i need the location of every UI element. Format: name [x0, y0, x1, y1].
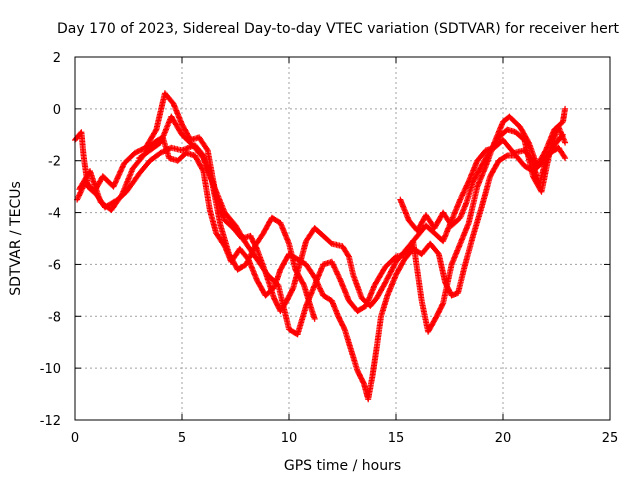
- data-point-track: [74, 90, 566, 315]
- x-tick-label: 25: [602, 431, 619, 446]
- y-tick-label: 0: [53, 103, 61, 118]
- y-tick-label: -10: [40, 362, 61, 377]
- axis-ticks: 0 5 10 15 20 25 -12 -10 -8 -6 -4 -2 0 2: [40, 51, 619, 446]
- grid: [75, 57, 610, 420]
- y-tick-label: 2: [53, 51, 61, 66]
- x-tick-label: 15: [388, 431, 405, 446]
- x-tick-label: 0: [71, 431, 79, 446]
- plot-frame: [74, 56, 611, 421]
- x-tick-label: 5: [178, 431, 186, 446]
- sdtvar-series: [72, 90, 569, 403]
- y-tick-label: -8: [48, 310, 61, 325]
- y-tick-label: -2: [48, 155, 61, 170]
- x-axis-title: GPS time / hours: [284, 458, 401, 474]
- x-tick-label: 20: [495, 431, 512, 446]
- data-point-track: [397, 124, 569, 234]
- x-tick-label: 10: [281, 431, 298, 446]
- data-point-track: [136, 105, 569, 338]
- y-tick-label: -12: [40, 414, 61, 429]
- chart-title: Day 170 of 2023, Sidereal Day-to-day VTE…: [57, 21, 619, 37]
- y-tick-label: -6: [48, 258, 61, 273]
- y-tick-label: -4: [48, 207, 61, 222]
- y-axis-title: SDTVAR / TECUs: [8, 181, 24, 296]
